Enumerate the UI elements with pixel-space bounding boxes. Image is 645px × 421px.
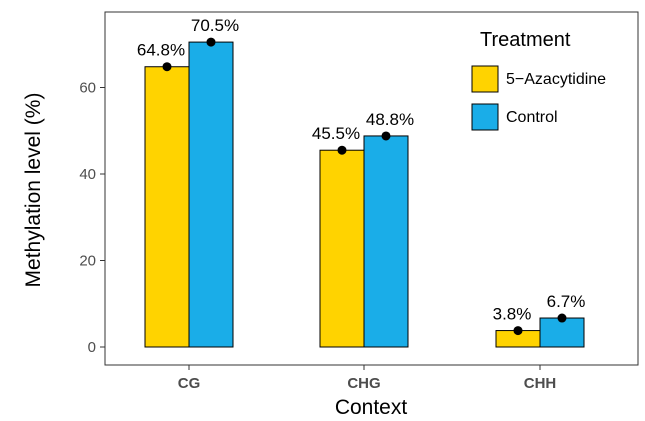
point-cg-control (206, 37, 216, 47)
bar-chg-control (363, 135, 409, 348)
y-tick-label: 0 (88, 339, 96, 356)
legend-title: Treatment (480, 29, 571, 51)
y-tick-label: 60 (79, 80, 96, 97)
data-label-chg-azacytidine: 45.5% (312, 124, 360, 143)
point-chh-control (557, 313, 567, 323)
legend: Treatment 5−Azacytidine Control (471, 29, 606, 131)
x-axis-title: Context (335, 396, 408, 419)
data-label-chh-control: 6.7% (547, 292, 586, 311)
legend-label-azacytidine: 5−Azacytidine (506, 71, 606, 88)
legend-swatch-control (471, 103, 499, 131)
point-chg-control (381, 131, 391, 141)
point-cg-azacytidine (162, 62, 172, 72)
bar-chg-azacytidine (319, 149, 365, 348)
data-label-chh-azacytidine: 3.8% (493, 305, 532, 324)
data-label-cg-control: 70.5% (191, 16, 239, 35)
y-tick-label: 20 (79, 253, 96, 270)
x-tick-label-cg: CG (178, 375, 201, 392)
y-axis-title: Methylation level (%) (22, 93, 45, 288)
point-chg-azacytidine (337, 145, 347, 155)
bar-cg-control (188, 41, 234, 348)
legend-swatch-azacytidine (471, 65, 499, 93)
x-tick-label-chh: CHH (524, 375, 557, 392)
bar-cg-azacytidine (144, 66, 190, 348)
data-label-cg-azacytidine: 64.8% (137, 41, 185, 60)
data-label-chg-control: 48.8% (366, 110, 414, 129)
legend-label-control: Control (506, 109, 558, 126)
point-chh-azacytidine (513, 326, 523, 336)
x-tick-label-chg: CHG (347, 375, 380, 392)
y-tick-label: 40 (79, 166, 96, 183)
